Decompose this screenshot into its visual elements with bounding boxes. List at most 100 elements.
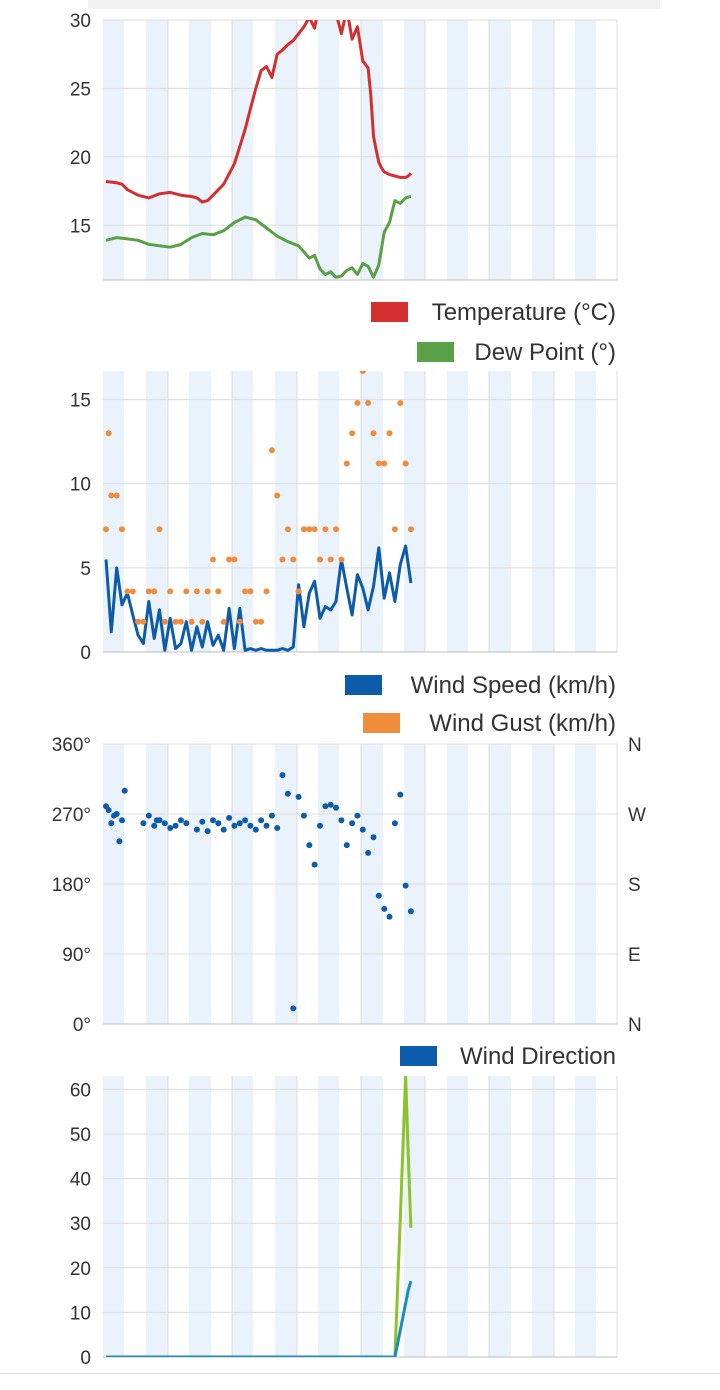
wind-direction-legend: Wind Direction — [400, 1043, 616, 1070]
data-point — [119, 817, 125, 824]
data-point — [274, 825, 281, 831]
y-tick-label: 5 — [80, 559, 91, 580]
y-tick-label: 15 — [70, 391, 91, 412]
wind-direction-chart: 0° N 90° E 180° S 270° W 360° N — [52, 735, 646, 1036]
data-point — [172, 618, 179, 625]
data-point — [156, 817, 163, 824]
shade-band — [447, 20, 468, 280]
data-point — [402, 460, 409, 467]
data-point — [343, 460, 350, 467]
shade-band — [361, 20, 383, 280]
data-point — [386, 913, 393, 920]
data-point — [317, 556, 323, 563]
data-point — [300, 526, 307, 533]
data-point — [359, 826, 366, 833]
legend-label-dew-point: Dew Point (°) — [474, 339, 616, 366]
fourth-chart: 0 10 20 30 40 50 60 — [70, 1076, 618, 1369]
data-point — [300, 812, 307, 819]
data-point — [268, 447, 275, 454]
data-point — [263, 822, 270, 829]
data-point — [391, 526, 398, 533]
data-point — [119, 526, 125, 533]
data-point — [402, 882, 409, 889]
data-point — [204, 828, 211, 835]
y-tick-label: 30 — [70, 1214, 91, 1235]
data-point — [252, 618, 259, 625]
shade-band — [361, 371, 383, 652]
legend-swatch-wind-gust — [363, 713, 400, 733]
shade-band — [404, 20, 425, 280]
data-point — [113, 811, 120, 817]
data-point — [199, 818, 206, 825]
data-point — [116, 838, 123, 845]
data-point — [161, 618, 168, 625]
data-point — [295, 588, 302, 595]
data-point — [338, 556, 345, 563]
shade-band — [103, 20, 124, 280]
legend-label-wind-speed: Wind Speed (km/h) — [411, 672, 616, 699]
y-tick-label: 30 — [70, 11, 91, 32]
data-point — [220, 826, 227, 833]
series-line — [105, 20, 412, 204]
shade-band — [275, 20, 297, 280]
data-point — [381, 905, 388, 912]
y-tick-label: 270° — [52, 805, 91, 826]
series-line — [106, 1280, 413, 1357]
data-point — [407, 908, 414, 915]
top-strip — [88, 0, 660, 9]
data-point — [397, 400, 404, 406]
data-point — [391, 820, 398, 827]
data-point — [354, 812, 361, 819]
y-tick-label-right: N — [628, 1015, 642, 1036]
data-point — [284, 526, 291, 533]
data-point — [183, 588, 190, 595]
shade-band — [103, 1076, 124, 1357]
y-tick-label: 90° — [62, 945, 91, 966]
data-point — [108, 492, 115, 499]
data-point — [140, 820, 147, 827]
shade-band — [532, 1076, 554, 1357]
data-point — [333, 804, 339, 811]
shade-band — [489, 1076, 511, 1357]
series-line — [105, 195, 412, 279]
data-point — [338, 817, 345, 824]
legend-swatch-temperature — [371, 302, 408, 322]
data-point — [220, 618, 227, 625]
legend-label-wind-gust: Wind Gust (km/h) — [429, 710, 616, 737]
shade-band — [575, 1076, 596, 1357]
y-tick-label: 0 — [80, 643, 91, 664]
shade-band — [489, 371, 511, 652]
data-point — [226, 814, 233, 821]
data-point — [247, 822, 254, 829]
shade-band — [447, 371, 468, 652]
data-point — [226, 556, 233, 563]
y-tick-label: 15 — [70, 216, 91, 237]
data-point — [365, 400, 372, 406]
data-point — [151, 822, 158, 829]
shade-band — [361, 1076, 383, 1357]
y-tick-label: 360° — [52, 735, 91, 756]
legend-label-temperature: Temperature (°C) — [432, 299, 616, 326]
data-point — [135, 618, 142, 625]
data-point — [333, 526, 339, 533]
shade-band — [318, 20, 339, 280]
data-point — [381, 460, 388, 467]
data-point — [167, 825, 174, 831]
data-point — [231, 822, 238, 829]
y-tick-label: 40 — [70, 1170, 91, 1191]
shade-band — [232, 1076, 253, 1357]
shade-band — [404, 371, 425, 652]
data-point — [327, 801, 334, 808]
shade-band — [318, 1076, 339, 1357]
data-point — [279, 772, 286, 779]
data-point — [306, 526, 313, 533]
shade-band — [275, 371, 297, 652]
data-point — [284, 790, 291, 797]
data-point — [177, 817, 184, 824]
data-point — [193, 588, 200, 595]
data-point — [247, 588, 254, 595]
data-point — [172, 822, 179, 829]
data-point — [140, 618, 147, 625]
data-point — [349, 430, 356, 437]
